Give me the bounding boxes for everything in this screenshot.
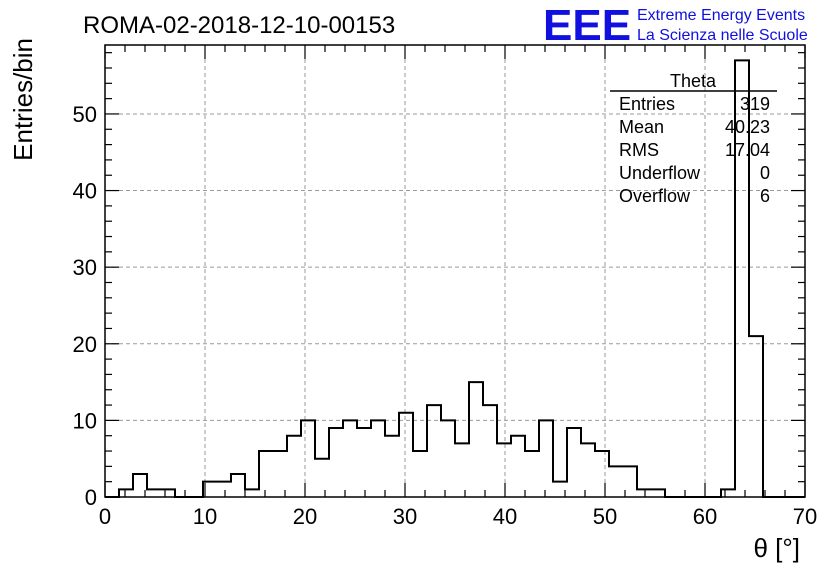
histogram-series — [105, 59, 805, 498]
stats-value: 6 — [760, 186, 770, 206]
x-axis-title: θ [°] — [753, 533, 800, 563]
stats-label: Underflow — [619, 163, 701, 183]
x-tick-label: 50 — [593, 504, 617, 529]
x-tick-labels: 0 10 20 30 40 50 60 70 — [99, 504, 817, 529]
stats-value: 17.04 — [725, 140, 770, 160]
x-tick-label: 30 — [393, 504, 417, 529]
x-tick-label: 40 — [493, 504, 517, 529]
plot-frame — [104, 44, 806, 498]
stats-title: Theta — [670, 71, 717, 91]
stats-label: RMS — [619, 140, 659, 160]
y-tick-label: 30 — [73, 255, 97, 280]
y-tick-label: 0 — [85, 485, 97, 510]
eee-logo: EEE Extreme Energy Events La Scienza nel… — [543, 1, 808, 50]
histogram-outline — [105, 59, 805, 498]
x-tick-label: 70 — [793, 504, 817, 529]
y-tick-label: 20 — [73, 332, 97, 357]
x-tick-label: 10 — [193, 504, 217, 529]
y-tick-label: 50 — [73, 102, 97, 127]
logo-mark: EEE — [543, 1, 631, 50]
chart-title: ROMA-02-2018-12-10-00153 — [83, 12, 395, 39]
stats-value: 40.23 — [725, 117, 770, 137]
stats-value: 0 — [760, 163, 770, 183]
x-tick-label: 60 — [693, 504, 717, 529]
logo-line2: La Scienza nelle Scuole — [637, 27, 808, 44]
axes — [104, 44, 806, 498]
logo-line1: Extreme Energy Events — [637, 7, 805, 24]
y-tick-label: 40 — [73, 179, 97, 204]
stats-rows: Entries 319 Mean 40.23 RMS 17.04 Underflow 0 Ove… — [619, 94, 770, 206]
stats-label: Overflow — [619, 186, 691, 206]
y-axis-title: Entries/bin — [8, 38, 38, 161]
y-tick-label: 10 — [73, 408, 97, 433]
stats-value: 319 — [740, 94, 770, 114]
stats-label: Mean — [619, 117, 664, 137]
y-tick-labels: 0 10 20 30 40 50 — [73, 102, 97, 510]
stats-label: Entries — [619, 94, 675, 114]
x-tick-label: 0 — [99, 504, 111, 529]
stats-box: Theta Entries 319 Mean 40.23 RMS 17.04 Underfl… — [610, 71, 777, 206]
x-tick-label: 20 — [293, 504, 317, 529]
